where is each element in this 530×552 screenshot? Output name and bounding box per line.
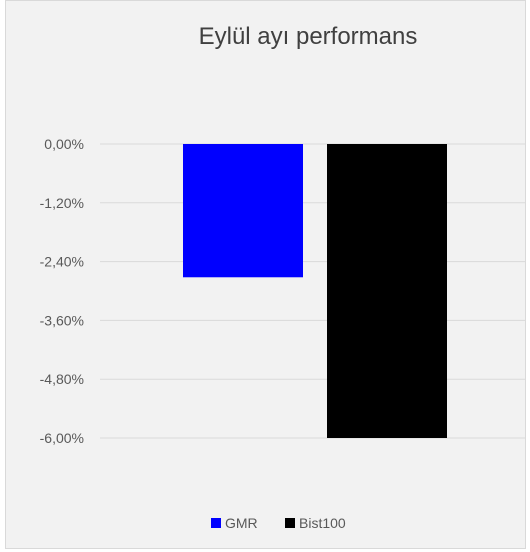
y-tick-label: -3,60% (40, 312, 84, 328)
legend-label-bist100: Bist100 (299, 515, 346, 531)
y-tick-label: -1,20% (40, 195, 84, 211)
y-tick-label: -2,40% (40, 254, 84, 270)
legend: GMR Bist100 (211, 515, 346, 531)
legend-swatch-bist100 (285, 518, 295, 528)
y-tick-label: 0,00% (44, 136, 84, 152)
legend-label-gmr: GMR (225, 515, 258, 531)
bar-bist100 (327, 144, 447, 438)
y-tick-label: -6,00% (40, 430, 84, 446)
y-tick-label: -4,80% (40, 371, 84, 387)
y-axis-tick-labels: 0,00% -1,20% -2,40% -3,60% -4,80% -6,00% (40, 136, 84, 446)
legend-swatch-gmr (211, 518, 221, 528)
bars (183, 144, 447, 438)
bar-gmr (183, 144, 303, 278)
chart-title: Eylül ayı performans (199, 23, 418, 50)
gridlines (100, 143, 525, 439)
